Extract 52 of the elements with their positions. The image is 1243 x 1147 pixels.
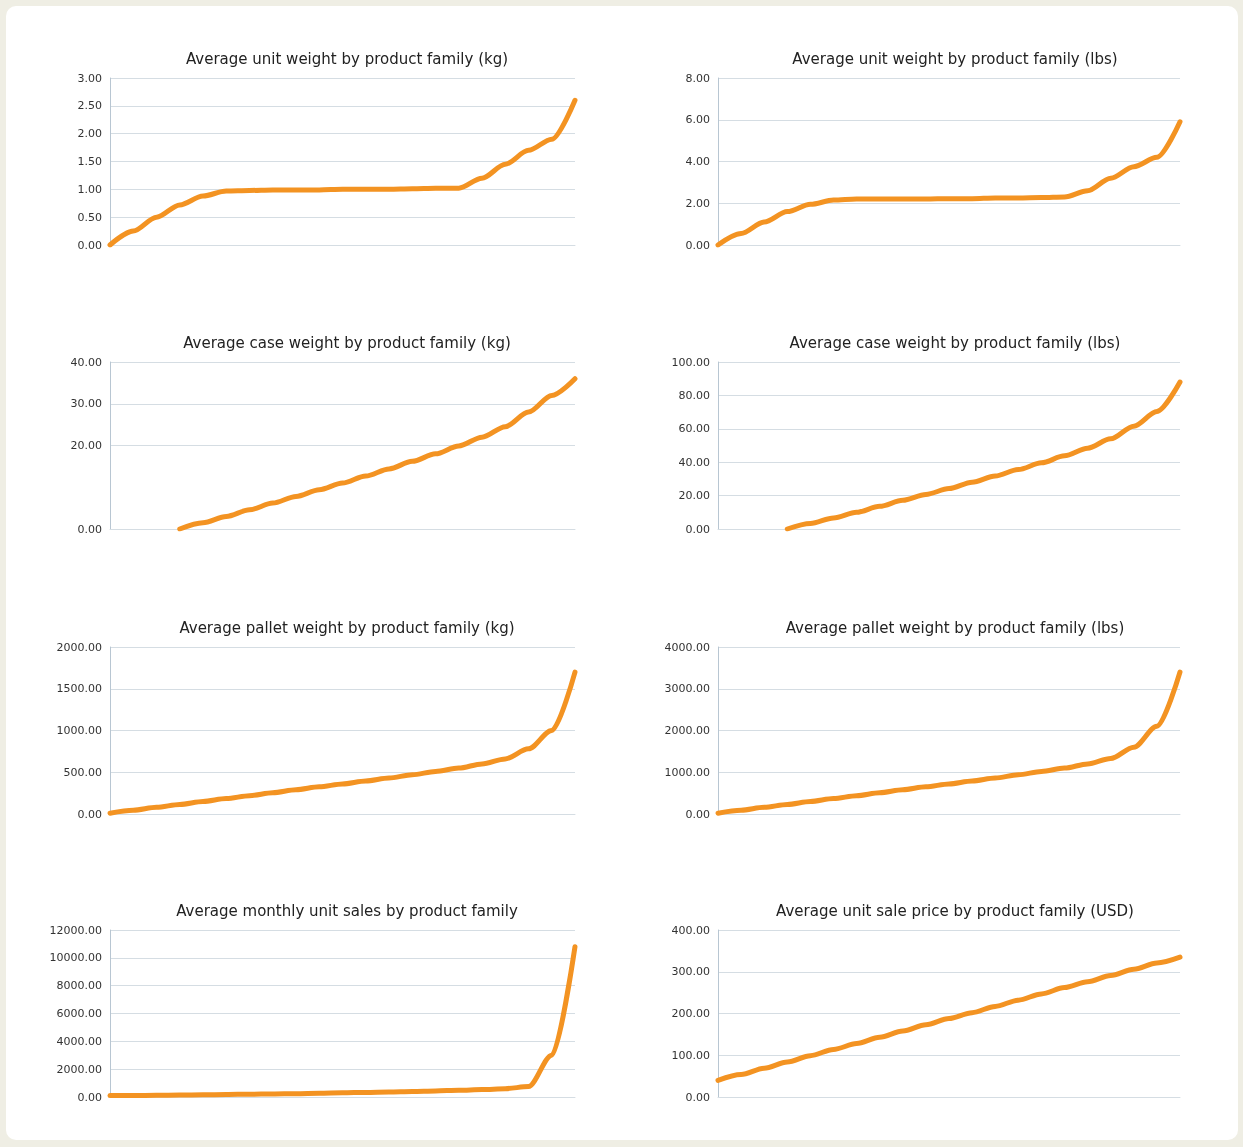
- y-tick-label: 200.00: [671, 1007, 710, 1020]
- y-tick-label: 2.00: [77, 127, 102, 141]
- y-tick-label: 8.00: [685, 71, 710, 85]
- y-tick-label: 100.00: [671, 1048, 710, 1062]
- chart-title: Average unit weight by product family (kg): [185, 49, 509, 68]
- y-tick-label: 20.00: [70, 439, 102, 452]
- y-tick-label: 1000.00: [56, 724, 102, 737]
- y-tick-label: 300.00: [671, 965, 710, 979]
- chart-title: Average unit sale price by product family (USD): [776, 901, 1134, 920]
- y-tick-label: 0.00: [685, 522, 710, 536]
- y-tick-label: 4.00: [685, 155, 710, 168]
- y-tick-label: 1000.00: [664, 765, 710, 779]
- y-tick-label: 2000.00: [56, 640, 102, 654]
- y-tick-label: 40.00: [70, 355, 102, 369]
- y-tick-label: 0.00: [685, 807, 710, 821]
- y-tick-label: 2000.00: [56, 1062, 102, 1076]
- y-tick-label: 0.00: [77, 807, 102, 821]
- y-tick-label: 10000.00: [49, 951, 102, 965]
- y-tick-label: 0.00: [685, 1090, 710, 1104]
- chart-title: Average case weight by product family (lbs): [789, 333, 1121, 352]
- y-tick-label: 400.00: [671, 923, 710, 937]
- y-tick-label: 30.00: [70, 397, 102, 411]
- y-tick-label: 2.50: [77, 99, 102, 113]
- chart-title: Average pallet weight by product family (lbs): [785, 618, 1125, 637]
- y-tick-label: 3000.00: [664, 682, 710, 696]
- y-tick-label: 40.00: [678, 455, 710, 469]
- chart-title: Average unit weight by product family (lbs): [792, 49, 1118, 68]
- chart-title: Average pallet weight by product family (kg): [179, 618, 515, 637]
- y-tick-label: 0.50: [77, 210, 102, 224]
- y-tick-label: 1500.00: [56, 682, 102, 696]
- y-tick-label: 0.00: [77, 522, 102, 536]
- chart-title: Average case weight by product family (kg): [183, 333, 511, 352]
- y-tick-label: 12000.00: [49, 923, 102, 937]
- y-tick-label: 4000.00: [56, 1034, 102, 1048]
- y-tick-label: 8000.00: [56, 979, 102, 993]
- y-tick-label: 2000.00: [664, 724, 710, 737]
- y-tick-label: 60.00: [678, 422, 710, 436]
- y-tick-label: 0.00: [685, 238, 710, 252]
- y-tick-label: 20.00: [678, 489, 710, 503]
- y-tick-label: 2.00: [685, 196, 710, 210]
- y-tick-label: 0.00: [77, 1090, 102, 1104]
- y-tick-label: 4000.00: [664, 640, 710, 654]
- y-tick-label: 6000.00: [56, 1007, 102, 1020]
- y-tick-label: 1.50: [77, 155, 102, 168]
- y-tick-label: 6.00: [685, 113, 710, 127]
- y-tick-label: 500.00: [63, 765, 102, 779]
- y-tick-label: 0.00: [77, 238, 102, 252]
- y-tick-label: 100.00: [671, 355, 710, 369]
- y-tick-label: 1.00: [77, 182, 102, 196]
- y-tick-label: 80.00: [678, 388, 710, 402]
- chart-title: Average monthly unit sales by product family: [176, 901, 518, 920]
- y-tick-label: 3.00: [77, 71, 102, 85]
